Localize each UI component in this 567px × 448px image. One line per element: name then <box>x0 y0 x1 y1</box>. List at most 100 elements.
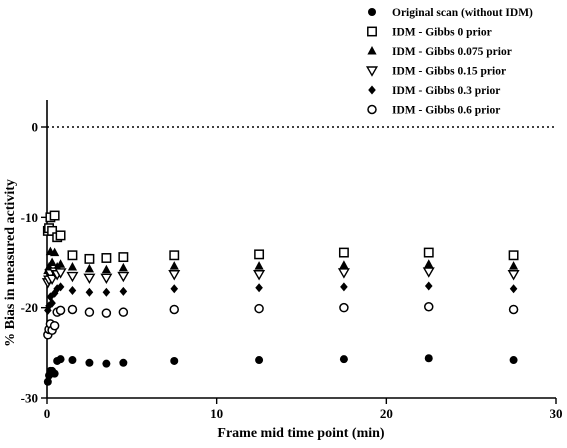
data-point <box>169 304 179 315</box>
data-point <box>119 286 128 296</box>
data-point <box>84 253 95 264</box>
data-point <box>168 270 181 281</box>
data-point <box>337 268 350 279</box>
legend-label: IDM - Gibbs 0.6 prior <box>392 105 500 117</box>
data-point <box>100 273 113 285</box>
data-point <box>169 250 180 261</box>
data-point <box>50 369 59 378</box>
data-point <box>423 247 434 258</box>
data-point <box>254 261 264 270</box>
y-tick-label: -30 <box>21 391 38 406</box>
legend-label: IDM - Gibbs 0.3 prior <box>392 85 500 97</box>
data-point <box>424 354 433 363</box>
data-point <box>338 247 349 258</box>
data-point <box>56 282 65 292</box>
data-point <box>118 262 128 272</box>
legend-item: IDM - Gibbs 0.075 prior <box>367 46 512 58</box>
axes: 0 10 20 30 0 -10 -20 -30 <box>21 100 563 421</box>
data-point <box>339 302 349 313</box>
data-point <box>340 282 348 292</box>
data-point <box>339 355 348 364</box>
data-point <box>509 356 518 365</box>
legend-marker <box>367 46 377 55</box>
data-point <box>84 263 95 273</box>
series-5 <box>43 302 519 340</box>
y-axis-title: % Bias in measured activity <box>3 179 18 347</box>
y-tick-label: -20 <box>21 300 38 315</box>
x-tick-label: 10 <box>210 406 223 421</box>
data-point <box>56 355 65 364</box>
data-point <box>49 210 60 221</box>
data-point <box>254 303 264 314</box>
data-point <box>119 358 128 367</box>
legend-label: Original scan (without IDM) <box>392 7 533 19</box>
data-point <box>339 260 349 269</box>
legend-label: IDM - Gibbs 0.15 prior <box>392 66 506 78</box>
x-tick-label: 20 <box>380 406 393 421</box>
data-point <box>66 271 79 283</box>
data-point <box>68 286 77 296</box>
data-point <box>46 292 55 302</box>
y-tick-label: 0 <box>32 120 39 135</box>
legend-label: IDM - Gibbs 0 prior <box>392 27 492 39</box>
legend-item: Original scan (without IDM) <box>368 7 533 19</box>
data-point <box>508 261 519 270</box>
data-point <box>50 247 60 257</box>
series-4 <box>44 281 518 315</box>
data-point <box>48 298 56 308</box>
data-point <box>68 356 77 365</box>
data-point <box>508 250 519 261</box>
data-point <box>43 377 52 386</box>
data-point <box>422 267 435 278</box>
data-point <box>85 287 94 297</box>
x-tick-label: 30 <box>550 406 563 421</box>
data-point <box>509 284 518 294</box>
data-point <box>117 271 130 283</box>
legend-marker <box>367 104 377 115</box>
data-point <box>83 273 96 285</box>
data-point <box>170 356 179 365</box>
legend-label: IDM - Gibbs 0.075 prior <box>392 46 512 58</box>
data-point <box>47 257 57 266</box>
data-point <box>101 308 112 318</box>
series-0 <box>43 354 518 386</box>
data-point <box>101 253 112 263</box>
y-tick-label: -10 <box>21 210 38 225</box>
series-3 <box>41 267 520 289</box>
legend-marker <box>367 26 377 37</box>
data-point <box>67 262 78 271</box>
data-point <box>54 268 67 279</box>
data-point <box>118 307 129 317</box>
data-point <box>49 320 60 331</box>
x-tick-label: 0 <box>44 406 51 421</box>
data-point <box>101 264 111 274</box>
data-point <box>170 284 179 294</box>
legend: Original scan (without IDM) IDM - Gibbs 0… <box>365 7 533 117</box>
data-point <box>118 252 129 263</box>
data-point <box>55 259 66 268</box>
legend-item: IDM - Gibbs 0.3 prior <box>368 85 500 97</box>
data-point <box>424 302 434 312</box>
x-axis-title: Frame mid time point (min) <box>217 426 385 441</box>
legend-item: IDM - Gibbs 0 prior <box>367 26 492 39</box>
data-point <box>55 230 66 241</box>
data-point <box>507 270 520 281</box>
data-point <box>169 261 179 270</box>
data-point <box>424 259 434 268</box>
data-point <box>424 281 433 291</box>
legend-marker <box>368 8 376 16</box>
legend-item: IDM - Gibbs 0.15 prior <box>365 66 506 78</box>
data-point <box>255 283 263 293</box>
data-point <box>53 284 61 294</box>
data-point <box>85 358 94 367</box>
data-point <box>253 270 266 281</box>
series-2 <box>43 246 519 275</box>
data-point <box>102 359 111 368</box>
series-1 <box>42 210 519 264</box>
data-point <box>102 287 111 297</box>
data-point <box>67 304 78 315</box>
legend-item: IDM - Gibbs 0.6 prior <box>367 104 500 117</box>
data-point <box>255 356 264 365</box>
